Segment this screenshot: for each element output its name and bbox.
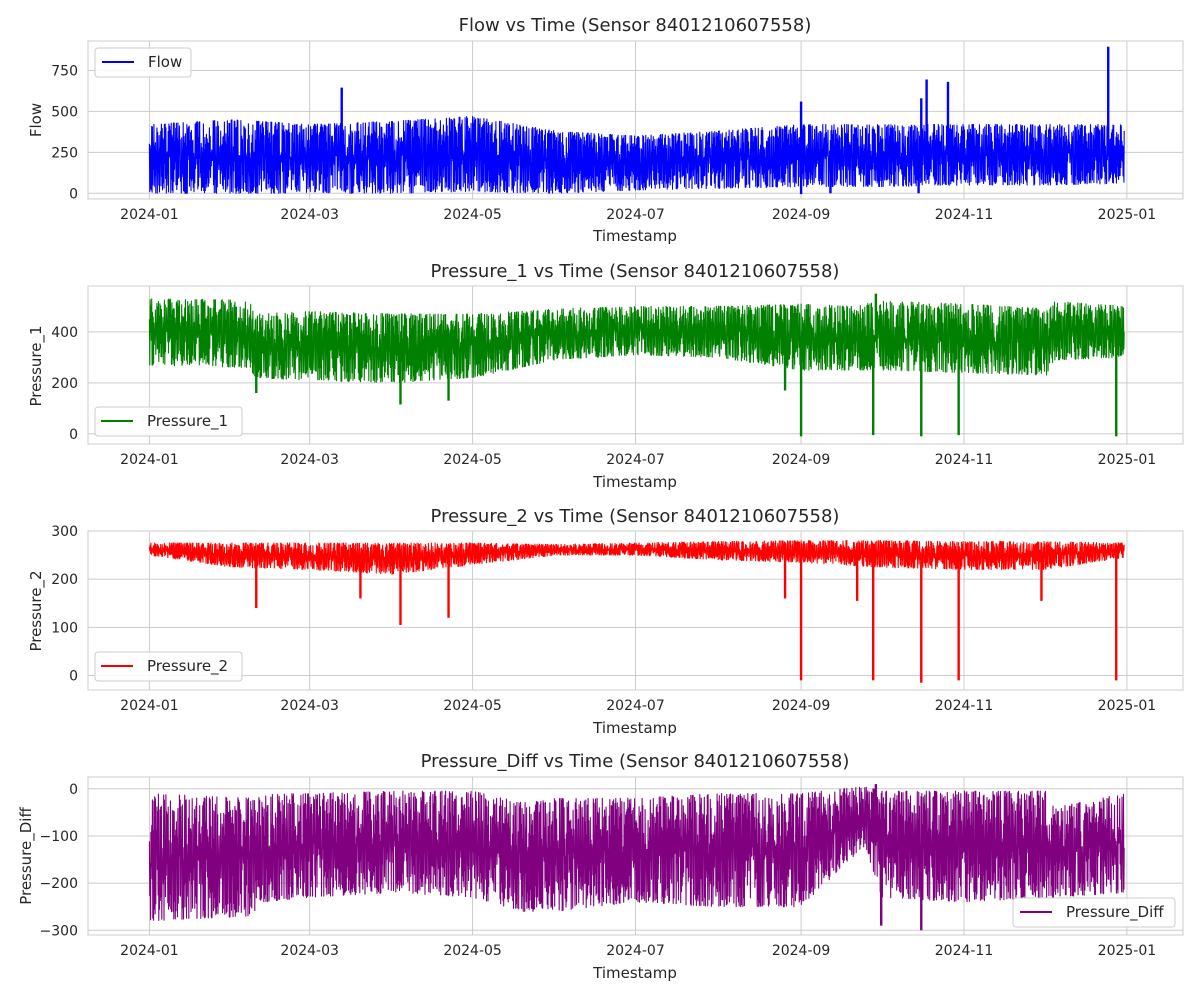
flow-chart-title: Flow vs Time (Sensor 8401210607558) [459,15,812,36]
flow-x-tick-label: 2024-07 [606,207,665,223]
pressure-2-y-tick-label: 0 [69,669,78,685]
pressure-diff-y-tick-label: −200 [40,876,78,892]
flow-legend: Flow [94,47,192,78]
pressure-2-y-tick-label: 200 [51,572,78,588]
pressure-diff-x-tick-label: 2024-05 [443,943,502,959]
pressure-1-x-tick-label: 2024-05 [443,452,502,468]
pressure-1-x-tick-label: 2024-11 [935,452,994,468]
pressure-diff-legend-box [1012,897,1176,928]
pressure-diff-series-line [148,786,1125,921]
pressure-2-x-tick-label: 2024-11 [935,698,994,714]
pressure-diff-y-tick-label: 0 [69,782,78,798]
pressure-2-x-tick-label: 2024-03 [280,698,339,714]
flow-data [148,46,1125,195]
pressure-diff-data [148,784,1125,931]
pressure-1-series-line [148,298,1125,383]
flow-x-tick-label: 2024-09 [772,207,831,223]
pressure-2-y-axis-label: Pressure_2 [27,570,46,651]
pressure-diff-x-tick-label: 2024-11 [935,943,994,959]
pressure-diff-x-tick-label: 2024-03 [280,943,339,959]
pressure-diff-panel: Pressure_Diff vs Time (Sensor 8401210607… [17,751,1184,982]
pressure-2-y-tick-label: 300 [51,524,78,540]
pressure-1-x-axis-label: Timestamp [592,473,677,491]
pressure-diff-x-tick-label: 2024-01 [120,943,179,959]
pressure-2-x-axis-label: Timestamp [592,719,677,737]
pressure-1-y-tick-label: 0 [69,427,78,443]
pressure-1-legend-box [94,406,243,437]
flow-y-axis-label: Flow [27,103,45,137]
flow-x-axis-label: Timestamp [592,227,677,245]
pressure-2-panel: Pressure_2 vs Time (Sensor 8401210607558… [27,506,1184,737]
pressure-diff-legend: Pressure_Diff [1012,897,1176,928]
pressure-2-y-tick-label: 100 [51,620,78,636]
pressure-diff-y-axis-label: Pressure_Diff [17,807,36,905]
pressure-2-x-tick-label: 2024-09 [772,698,831,714]
pressure-1-y-axis-label: Pressure_1 [27,325,46,406]
pressure-2-x-tick-label: 2025-01 [1098,698,1157,714]
pressure-2-x-tick-label: 2024-01 [120,698,179,714]
flow-x-tick-label: 2024-05 [443,207,502,223]
flow-legend-label: Flow [148,53,182,71]
pressure-diff-chart-title: Pressure_Diff vs Time (Sensor 8401210607… [421,751,850,772]
flow-y-tick-label: 750 [51,63,78,79]
pressure-diff-y-tick-label: −100 [40,829,78,845]
flow-x-tick-label: 2024-03 [280,207,339,223]
pressure-1-x-tick-label: 2024-03 [280,452,339,468]
flow-y-tick-label: 250 [51,145,78,161]
pressure-1-panel: Pressure_1 vs Time (Sensor 8401210607558… [27,261,1184,491]
pressure-2-x-tick-label: 2024-05 [443,698,502,714]
pressure-diff-legend-label: Pressure_Diff [1066,903,1164,922]
pressure-diff-y-tick-label: −300 [40,923,78,939]
pressure-1-x-tick-label: 2024-01 [120,452,179,468]
pressure-1-chart-title: Pressure_1 vs Time (Sensor 8401210607558… [431,261,840,282]
pressure-2-x-tick-label: 2024-07 [606,698,665,714]
pressure-1-x-tick-label: 2025-01 [1098,452,1157,468]
pressure-1-legend: Pressure_1 [94,406,243,437]
flow-x-tick-label: 2024-01 [120,207,179,223]
pressure-2-data [148,540,1125,683]
pressure-1-data [148,293,1125,437]
pressure-2-legend-box [94,651,243,682]
pressure-1-y-tick-label: 400 [51,325,78,341]
pressure-1-x-tick-label: 2024-09 [772,452,831,468]
pressure-1-y-tick-label: 200 [51,376,78,392]
flow-x-tick-label: 2024-11 [935,207,994,223]
flow-y-tick-label: 500 [51,104,78,120]
pressure-diff-x-axis-label: Timestamp [592,964,677,982]
pressure-diff-x-tick-label: 2024-07 [606,943,665,959]
pressure-2-chart-title: Pressure_2 vs Time (Sensor 8401210607558… [431,506,840,527]
flow-legend-box [94,47,192,78]
flow-y-tick-label: 0 [69,186,78,202]
pressure-1-legend-label: Pressure_1 [147,412,228,431]
pressure-2-legend: Pressure_2 [94,651,243,682]
pressure-2-series-line [148,540,1125,575]
flow-series-line [148,115,1125,194]
flow-x-tick-label: 2025-01 [1098,207,1157,223]
pressure-1-x-tick-label: 2024-07 [606,452,665,468]
flow-panel: Flow vs Time (Sensor 8401210607558) Time… [27,15,1184,245]
pressure-diff-x-tick-label: 2024-09 [772,943,831,959]
pressure-diff-x-tick-label: 2025-01 [1098,943,1157,959]
pressure-2-legend-label: Pressure_2 [147,657,228,676]
